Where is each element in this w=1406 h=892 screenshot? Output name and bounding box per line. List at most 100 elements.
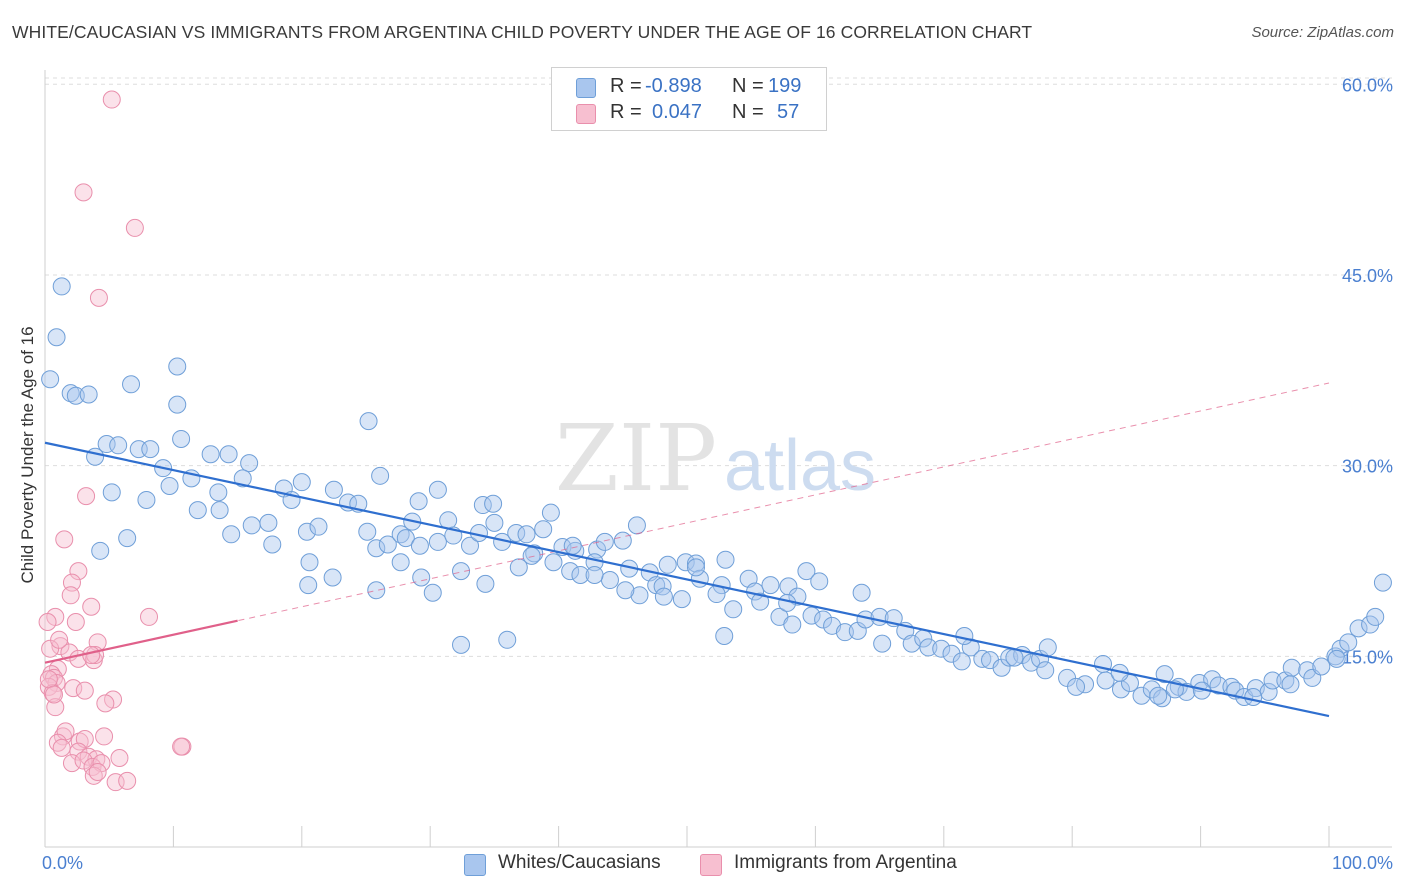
- data-point-whites: [716, 550, 735, 569]
- data-point-whites: [428, 480, 447, 499]
- data-point-whites: [1096, 671, 1115, 690]
- data-point-whites: [222, 525, 241, 544]
- data-point-whites: [595, 532, 614, 551]
- data-point-whites: [358, 522, 377, 541]
- data-point-whites: [627, 516, 646, 535]
- data-point-argentina: [125, 218, 144, 237]
- data-point-whites: [461, 536, 480, 555]
- data-point-whites: [810, 572, 829, 591]
- data-point-whites: [534, 520, 553, 539]
- data-point-whites: [498, 630, 517, 649]
- data-point-whites: [367, 581, 386, 600]
- data-point-argentina: [75, 681, 94, 700]
- data-point-argentina: [39, 670, 58, 689]
- bottom-legend-label: Whites/Caucasians: [498, 852, 661, 873]
- data-point-whites: [1339, 633, 1358, 652]
- data-point-whites: [41, 370, 60, 389]
- data-point-whites: [1312, 657, 1331, 676]
- data-point-whites: [761, 576, 780, 595]
- chart-title: WHITE/CAUCASIAN VS IMMIGRANTS FROM ARGEN…: [12, 22, 1033, 42]
- data-point-whites: [672, 590, 691, 609]
- data-point-whites: [367, 539, 386, 558]
- bottom-legend-label: Immigrants from Argentina: [734, 852, 957, 873]
- data-point-whites: [1281, 675, 1300, 694]
- data-point-whites: [541, 503, 560, 522]
- data-point-whites: [160, 476, 179, 495]
- data-point-whites: [992, 658, 1011, 677]
- data-point-argentina: [88, 763, 107, 781]
- data-point-whites: [658, 555, 677, 574]
- data-point-whites: [476, 574, 495, 593]
- y-tick-label: 30.0%: [1342, 457, 1393, 477]
- data-point-whites: [613, 531, 632, 550]
- data-point-whites: [585, 565, 604, 584]
- data-point-whites: [1373, 573, 1392, 592]
- data-point-whites: [1067, 677, 1086, 696]
- data-point-whites: [955, 626, 974, 645]
- data-point-whites: [1203, 670, 1222, 689]
- data-point-whites: [563, 536, 582, 555]
- data-point-whites: [141, 440, 160, 459]
- data-point-argentina: [95, 727, 114, 746]
- grid-lines: [45, 77, 1392, 657]
- data-point-argentina: [140, 607, 159, 626]
- data-point-whites: [973, 649, 992, 668]
- data-point-whites: [788, 587, 807, 606]
- data-point-whites: [219, 445, 238, 464]
- source-credit: Source: ZipAtlas.com: [1251, 24, 1394, 41]
- data-point-whites: [168, 395, 187, 414]
- watermark-atlas: atlas: [724, 426, 876, 506]
- data-point-argentina: [51, 637, 70, 656]
- data-point-whites: [1327, 649, 1346, 668]
- data-point-whites: [452, 635, 471, 654]
- legend-n-label: N =: [732, 75, 764, 97]
- data-point-whites: [1244, 688, 1263, 706]
- data-point-whites: [79, 385, 98, 404]
- data-point-whites: [210, 501, 229, 520]
- series-immigrants-from-argentina: [38, 90, 192, 792]
- data-point-whites: [932, 639, 951, 658]
- data-point-whites: [391, 553, 410, 572]
- data-point-whites: [323, 568, 342, 587]
- data-point-argentina: [110, 749, 129, 768]
- data-point-whites: [814, 610, 833, 629]
- data-point-whites: [240, 454, 259, 473]
- data-point-whites: [1038, 638, 1057, 657]
- data-point-whites: [259, 513, 278, 532]
- data-point-argentina: [96, 694, 115, 713]
- legend-r-label: R =: [610, 101, 642, 123]
- data-point-argentina: [62, 754, 81, 773]
- legend-r-value: -0.898: [645, 75, 702, 97]
- data-point-whites: [1331, 639, 1350, 658]
- data-point-whites: [835, 623, 854, 642]
- data-point-argentina: [74, 183, 93, 202]
- data-point-whites: [600, 571, 619, 590]
- data-point-whites: [616, 581, 635, 600]
- data-point-whites: [1282, 658, 1301, 677]
- data-point-whites: [292, 473, 311, 492]
- y-tick-label: 15.0%: [1342, 647, 1393, 667]
- data-point-whites: [359, 412, 378, 431]
- data-point-whites: [873, 634, 892, 653]
- data-point-whites: [263, 535, 282, 554]
- data-point-whites: [378, 535, 397, 554]
- data-point-argentina: [74, 751, 93, 770]
- regression-line-argentina: [44, 619, 238, 664]
- data-point-argentina: [69, 742, 88, 761]
- data-point-argentina: [50, 630, 69, 649]
- data-point-whites: [410, 536, 429, 555]
- data-point-whites: [371, 466, 390, 485]
- data-point-whites: [484, 494, 503, 513]
- data-point-whites: [1036, 661, 1055, 680]
- data-point-whites: [1366, 607, 1385, 626]
- data-point-argentina: [69, 562, 88, 581]
- data-point-whites: [47, 328, 66, 347]
- legend-n-label: N =: [732, 101, 764, 123]
- data-point-whites: [209, 483, 228, 502]
- watermark-zip: ZIP: [555, 405, 717, 512]
- y-tick-label: 45.0%: [1342, 266, 1393, 286]
- data-point-whites: [522, 546, 541, 565]
- y-axis-label: Child Poverty Under the Age of 16: [18, 326, 37, 583]
- y-tick-label: 60.0%: [1342, 75, 1393, 95]
- data-point-whites: [715, 626, 734, 645]
